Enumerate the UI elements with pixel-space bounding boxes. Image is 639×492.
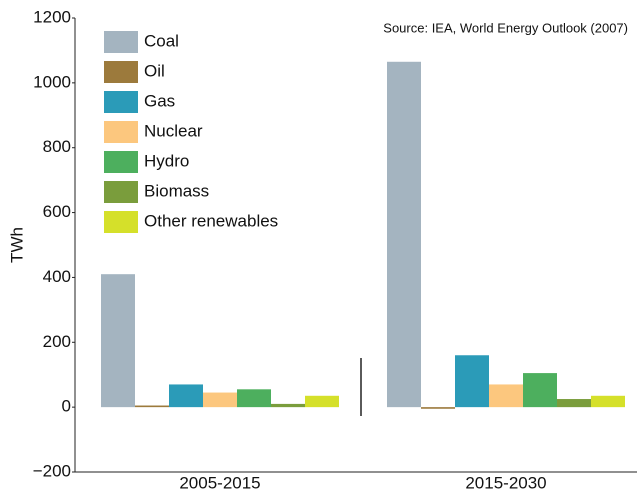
bar xyxy=(421,407,455,409)
x-tick-label: 2005-2015 xyxy=(179,473,260,492)
bar xyxy=(203,392,237,408)
bar xyxy=(489,384,523,408)
y-axis-label: TWh xyxy=(7,227,26,263)
y-tick-label: 1000 xyxy=(33,72,71,91)
legend-swatch xyxy=(104,121,138,143)
bar xyxy=(305,395,339,408)
legend-label: Coal xyxy=(144,31,179,50)
legend-label: Nuclear xyxy=(144,121,203,140)
legend-label: Gas xyxy=(144,91,175,110)
bar xyxy=(101,274,135,408)
bar xyxy=(387,61,421,408)
legend-swatch xyxy=(104,181,138,203)
bar xyxy=(169,384,203,408)
bar xyxy=(557,399,591,408)
y-tick-label: 800 xyxy=(43,137,71,156)
legend-swatch xyxy=(104,31,138,53)
legend-swatch xyxy=(104,151,138,173)
legend-label: Hydro xyxy=(144,151,189,170)
bar xyxy=(271,403,305,408)
x-tick-label: 2015-2030 xyxy=(465,473,546,492)
y-tick-label: −200 xyxy=(33,461,71,480)
bar xyxy=(455,355,489,408)
legend-swatch xyxy=(104,211,138,233)
legend-label: Oil xyxy=(144,61,165,80)
legend-swatch xyxy=(104,61,138,83)
bar xyxy=(591,395,625,408)
y-tick-label: 400 xyxy=(43,267,71,286)
y-tick-label: 1200 xyxy=(33,7,71,26)
source-note: Source: IEA, World Energy Outlook (2007) xyxy=(383,20,628,35)
y-tick-label: 600 xyxy=(43,202,71,221)
legend-swatch xyxy=(104,91,138,113)
legend-label: Other renewables xyxy=(144,211,278,230)
bar xyxy=(523,373,557,408)
bar xyxy=(237,389,271,408)
bar xyxy=(135,405,169,408)
legend-label: Biomass xyxy=(144,181,209,200)
y-tick-label: 200 xyxy=(43,332,71,351)
y-tick-label: 0 xyxy=(62,397,71,416)
